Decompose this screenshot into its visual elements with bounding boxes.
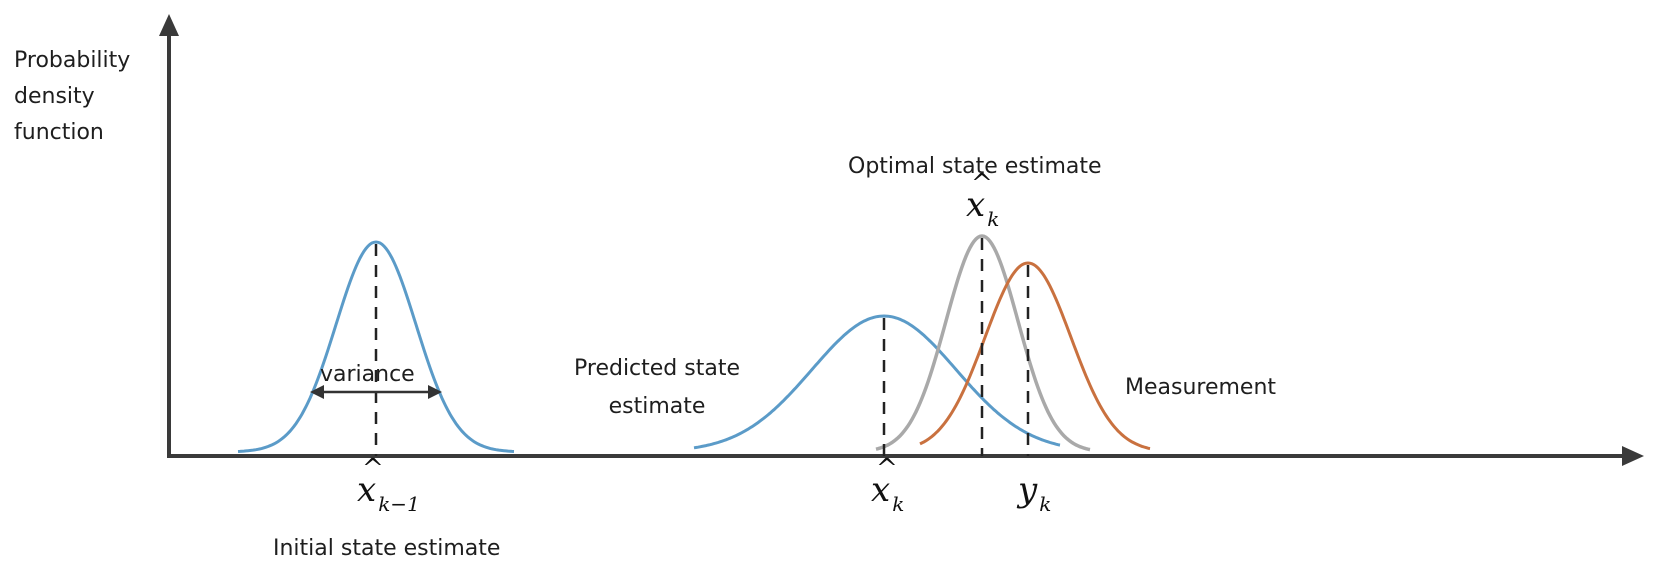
predicted-caption-line: Predicted state — [574, 356, 740, 381]
predicted-state-caption: Predicted state estimate — [574, 350, 740, 426]
xhat-k-bottom-label: ^ x k — [871, 454, 905, 516]
xhat-k-bottom-symbol: x — [871, 470, 891, 510]
xhat-k-minus-1-label: ^ x k−1 — [357, 454, 420, 516]
measurement-caption: Measurement — [1125, 375, 1277, 400]
y-axis-label-line: Probability — [14, 48, 131, 73]
xhat-prev-subscript: k−1 — [378, 492, 420, 516]
y-k-subscript: k — [1039, 492, 1052, 516]
xhat-k-top-subscript: k — [987, 207, 1000, 231]
optimal-state-curve — [875, 234, 1091, 452]
measurement-curve — [919, 261, 1151, 451]
xhat-k-top-label: ^ x k — [966, 169, 1000, 231]
x-axis-arrow — [1622, 446, 1644, 466]
y-k-symbol: y — [1018, 470, 1038, 510]
y-axis-label: Probability density function — [14, 43, 130, 151]
variance-arrow-right-head — [428, 385, 442, 399]
y-axis-label-line: density — [14, 84, 95, 109]
y-axis-label-line: function — [14, 120, 104, 145]
xhat-k-top-symbol: x — [966, 185, 986, 225]
initial-state-caption: Initial state estimate — [273, 536, 501, 561]
optimal-state-caption: Optimal state estimate — [848, 154, 1102, 179]
variance-label: variance — [320, 362, 415, 387]
xhat-k-bottom-subscript: k — [892, 492, 905, 516]
y-axis-arrow — [159, 14, 179, 36]
initial-state-curve — [237, 240, 515, 453]
predicted-caption-line: estimate — [608, 394, 706, 419]
variance-arrow-left-head — [310, 385, 324, 399]
predicted-state-curve — [693, 314, 1061, 450]
xhat-prev-symbol: x — [357, 470, 377, 510]
